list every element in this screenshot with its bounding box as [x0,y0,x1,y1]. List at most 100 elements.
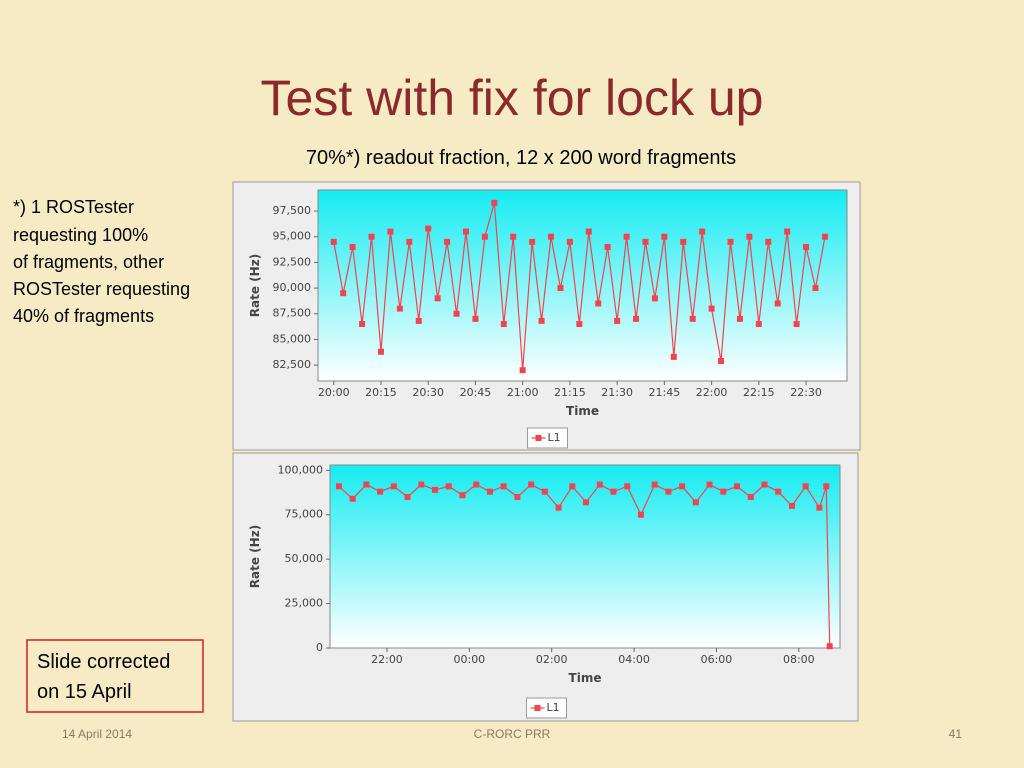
note-line: of fragments, other [13,252,164,272]
x-tick-label: 22:00 [696,386,728,399]
data-point [633,315,640,322]
data-point [775,488,782,495]
data-point [377,488,384,495]
x-axis-label: Time [566,404,599,418]
data-point [500,483,507,490]
note-line: 40% of fragments [13,306,154,326]
data-point [472,315,479,322]
data-point [692,499,699,506]
y-axis-label: Rate (Hz) [248,254,262,317]
y-tick-label: 100,000 [278,463,324,476]
data-point [747,493,754,500]
x-tick-label: 22:30 [790,386,822,399]
note: *) 1 ROSTester requesting 100% of fragme… [13,197,190,326]
data-point [555,504,562,511]
data-point [720,488,727,495]
note-line: requesting 100% [13,225,148,245]
data-point [481,233,488,240]
data-point [699,228,706,235]
x-tick-label: 20:00 [318,386,350,399]
data-point [500,321,507,328]
note-line: *) 1 ROSTester [13,197,134,217]
y-tick-label: 95,000 [273,230,312,243]
data-point [651,481,658,488]
data-point [680,238,687,245]
data-point [784,228,791,235]
subtitle: 70%*) readout fraction, 12 x 200 word fr… [306,147,736,169]
data-point [576,321,583,328]
data-point [624,483,631,490]
data-point [390,483,397,490]
legend-box [526,697,567,719]
y-tick-label: 82,500 [273,358,312,371]
data-point [823,483,830,490]
y-tick-label: 0 [316,641,323,654]
data-point [538,317,545,324]
data-point [661,233,668,240]
data-point [340,290,347,297]
legend-label: L1 [548,431,561,444]
data-point [651,295,658,302]
y-tick-label: 25,000 [285,597,324,610]
data-point [637,511,644,518]
data-point [519,367,526,374]
data-point [566,238,573,245]
data-point [387,228,394,235]
y-tick-label: 50,000 [285,552,324,565]
y-tick-label: 90,000 [273,281,312,294]
data-point [793,321,800,328]
x-axis-label: Time [569,671,602,685]
footer-date: 14 April 2014 [62,727,132,741]
x-tick-label: 00:00 [453,653,485,666]
data-point [415,317,422,324]
data-point [529,238,536,245]
note-line: ROSTester requesting [13,279,190,299]
data-point [642,238,649,245]
data-point [363,481,370,488]
data-point [708,305,715,312]
legend-box [527,427,568,449]
data-point [445,483,452,490]
data-point [473,481,480,488]
x-tick-label: 22:15 [743,386,775,399]
x-tick-label: 20:45 [460,386,492,399]
data-point [406,238,413,245]
x-tick-label: 04:00 [618,653,650,666]
y-tick-label: 87,500 [273,307,312,320]
data-point [826,643,833,650]
data-point [425,225,432,232]
data-point [528,481,535,488]
data-point [610,488,617,495]
data-point [434,295,441,302]
y-tick-label: 75,000 [285,508,324,521]
data-point [802,483,809,490]
x-tick-label: 21:00 [507,386,539,399]
x-tick-label: 21:45 [649,386,681,399]
data-point [404,493,411,500]
data-point [665,488,672,495]
x-tick-label: 21:30 [601,386,633,399]
data-point [670,353,677,360]
data-point [444,238,451,245]
correction-box [26,639,204,713]
data-point [755,321,762,328]
slide-title: Test with fix for lock up [261,70,764,126]
y-axis-label: Rate (Hz) [248,525,262,588]
data-point [765,238,772,245]
y-tick-label: 92,500 [273,255,312,268]
data-point [689,315,696,322]
data-point [349,243,356,250]
data-point [396,305,403,312]
page-number: 41 [949,727,963,741]
x-tick-label: 08:00 [783,653,815,666]
legend-marker [535,435,542,441]
data-point [803,243,810,250]
data-point [706,481,713,488]
data-point [583,499,590,506]
data-point [459,492,466,499]
data-point [736,315,743,322]
plot-area [329,464,841,649]
legend-marker [534,705,541,711]
data-point [734,483,741,490]
x-tick-label: 06:00 [701,653,733,666]
